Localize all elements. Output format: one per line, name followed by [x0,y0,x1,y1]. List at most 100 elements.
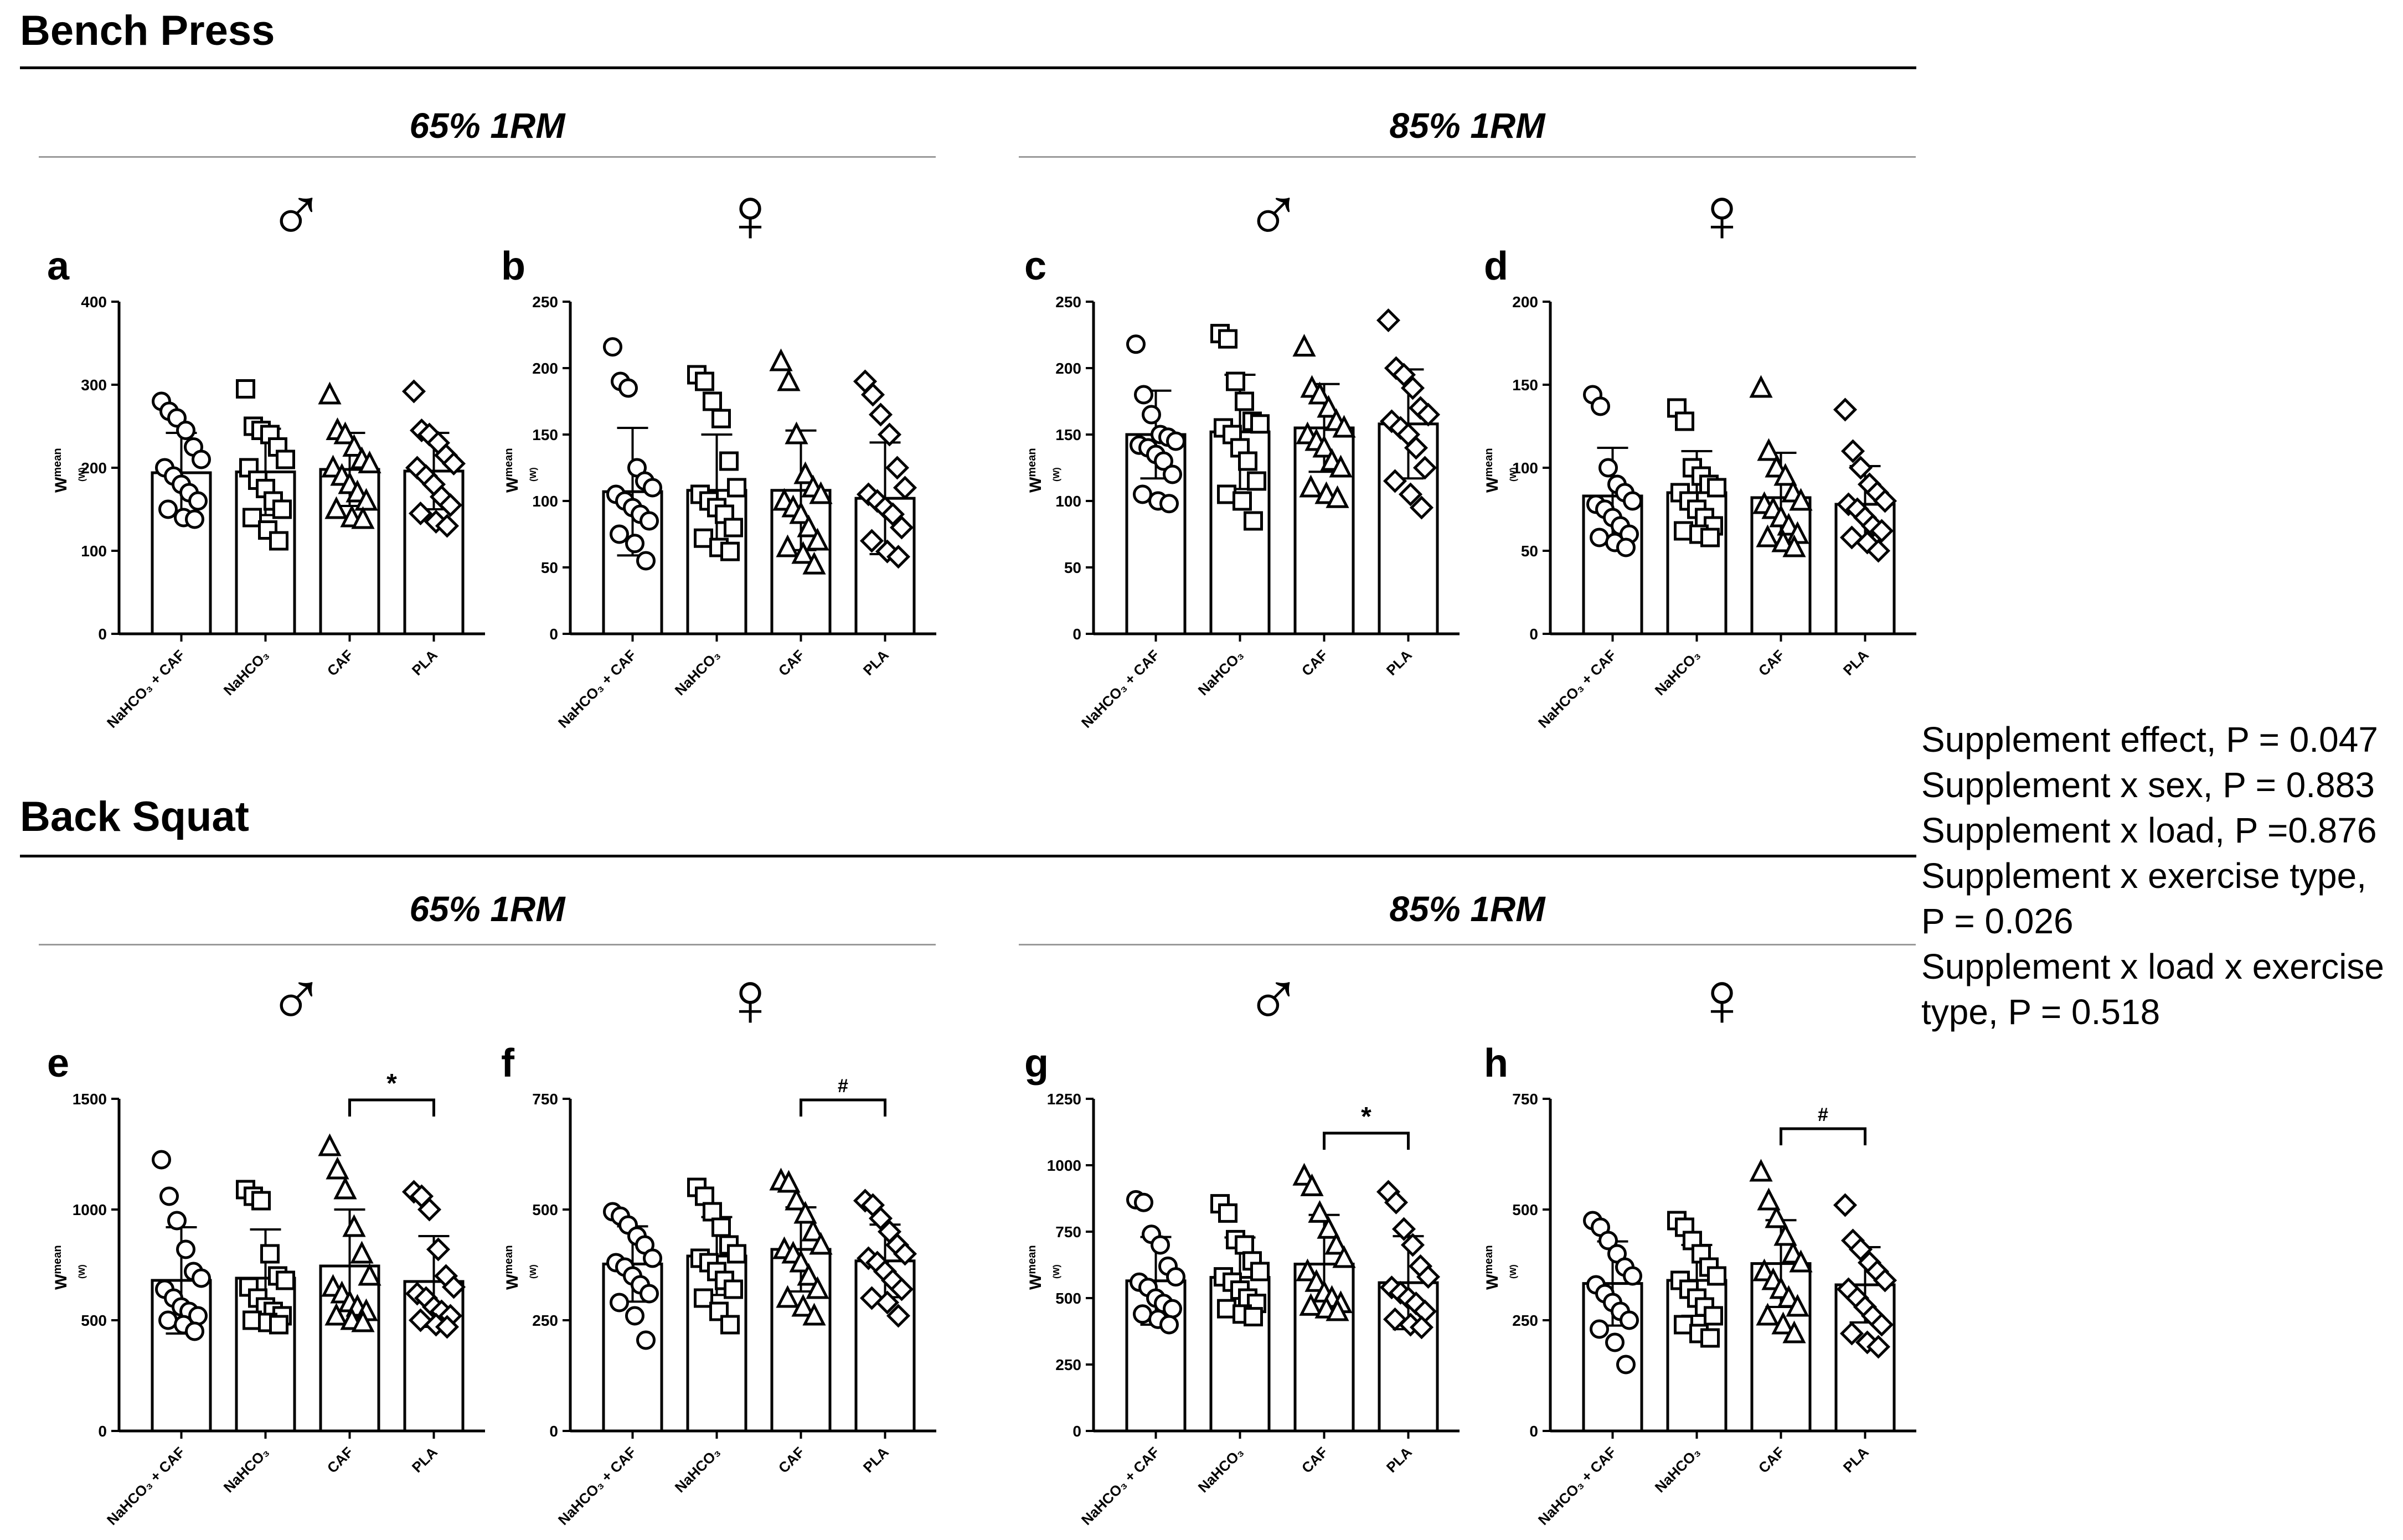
data-point-circle [1616,538,1636,557]
data-point-diamond [1873,1268,1897,1293]
y-tick-label: 500 [1055,1290,1081,1307]
y-tick-label: 50 [1521,542,1538,560]
x-tick-label: NaHCO₃ [220,1444,272,1496]
data-point-square [719,451,739,471]
data-point-square [720,541,740,561]
data-point-triangle [351,506,375,529]
data-point-triangle [793,461,817,484]
data-point-square [260,1244,280,1264]
y-axis-label-main: W [52,1274,70,1290]
data-point-diamond [1391,1217,1416,1241]
data-point-circle [1151,1235,1170,1255]
data-point-diamond [868,402,893,427]
y-tick-label: 0 [549,626,558,643]
y-tick-label: 0 [549,1423,558,1440]
data-point-circle [1159,494,1179,514]
y-tick-label: 250 [1512,1312,1538,1329]
data-point-square [1250,1262,1270,1281]
data-point-circle [152,1150,171,1170]
chart-panel-a: 0 100 200 300 400 Wmean (W) NaHCO₃ + CAF NaHCO₃ C… [51,293,485,731]
y-axis-label-main: W [1483,1274,1502,1290]
data-point-square [1675,411,1694,431]
data-point-diamond [1869,1312,1894,1337]
data-point-diamond [1400,1233,1425,1257]
y-tick-label: 0 [98,1423,107,1440]
data-point-circle [636,1330,656,1350]
data-point-triangle [1782,1320,1806,1343]
x-tick-label: PLA [409,1444,441,1476]
y-tick-label: 200 [532,360,558,377]
data-point-diamond [1866,539,1891,563]
y-tick-label: 0 [1072,1423,1081,1440]
data-point-triangle [1296,1258,1319,1281]
data-point-triangle [785,1187,808,1211]
data-point-triangle [1789,1249,1813,1273]
x-tick-label: NaHCO₃ + CAF [1535,1444,1620,1528]
data-point-triangle [785,421,808,445]
y-tick-label: 500 [1512,1201,1538,1218]
chart-panel-h: 0 250 500 750 Wmean (W) NaHCO₃ + CAF NaHCO₃ CAF P… [1483,1091,1916,1528]
data-point-diamond [889,515,914,540]
data-point-triangle [806,528,829,551]
y-tick-label: 0 [98,626,107,643]
data-point-circle [1163,464,1182,484]
data-point-triangle [802,1303,826,1326]
load-rule-squat-85 [1019,944,1916,945]
data-point-circle [1134,1192,1153,1212]
y-axis-label-sub: mean [503,1245,515,1274]
y-axis-label-sub: mean [1026,1245,1038,1274]
data-point-square [709,1301,729,1321]
data-point-diamond [877,422,902,447]
data-point-triangle [1773,463,1797,486]
y-tick-label: 100 [1055,493,1081,510]
data-point-triangle [776,1285,800,1308]
data-point-triangle [333,421,357,445]
y-axis-unit: (W) [1509,1264,1518,1279]
stats-line-supplement: Supplement effect, P = 0.047 [1921,720,2378,759]
section-rule-bench-press [20,66,1916,69]
data-point-square [711,1217,731,1237]
data-point-square [727,478,746,498]
y-tick-label: 750 [1512,1091,1538,1108]
data-point-square [1218,329,1237,349]
data-point-square [269,1315,288,1335]
data-point-triangle [1299,474,1323,498]
data-point-diamond [1409,1315,1434,1340]
panel-label-e: e [47,1041,70,1086]
data-point-circle [192,1268,211,1288]
data-point-triangle [789,501,813,524]
data-point-triangle [318,381,342,405]
y-axis-unit: (W) [529,467,538,482]
y-tick-label: 200 [1512,293,1538,311]
data-point-diamond [859,529,884,553]
data-point-triangle [1329,454,1353,478]
data-point-diamond [1383,469,1407,493]
y-axis-label: Wmean [51,448,70,493]
data-point-circle [1590,528,1609,547]
data-point-diamond [1848,456,1873,480]
data-point-triangle [791,541,815,564]
data-point-diamond [886,545,911,569]
data-point-triangle [1786,1294,1809,1317]
x-tick-label: NaHCO₃ [1195,647,1247,699]
data-point-triangle [342,1214,366,1237]
data-point-triangle [1299,1293,1323,1316]
data-point-triangle [1756,1303,1780,1326]
data-point-triangle [1757,1187,1781,1211]
data-point-diamond [1409,495,1434,520]
data-point-square [1700,1328,1720,1348]
data-point-circle [176,1239,195,1259]
y-axis-label: Wmean [51,1245,70,1290]
data-point-diamond [886,1304,911,1328]
data-point-triangle [1332,415,1356,438]
data-point-square [236,379,255,399]
data-point-circle [1163,1299,1182,1319]
data-point-square [1250,414,1270,434]
data-point-diamond [1416,402,1441,427]
data-point-circle [188,491,208,511]
data-point-square [1235,391,1254,411]
chart-panel-c: 0 50 100 150 200 250 Wmean (W) NaHCO₃ + CAF NaHCO… [1026,293,1460,731]
data-point-triangle [1326,485,1349,508]
x-tick-label: NaHCO₃ + CAF [1078,1444,1163,1528]
y-axis-label: Wmean [503,448,522,493]
